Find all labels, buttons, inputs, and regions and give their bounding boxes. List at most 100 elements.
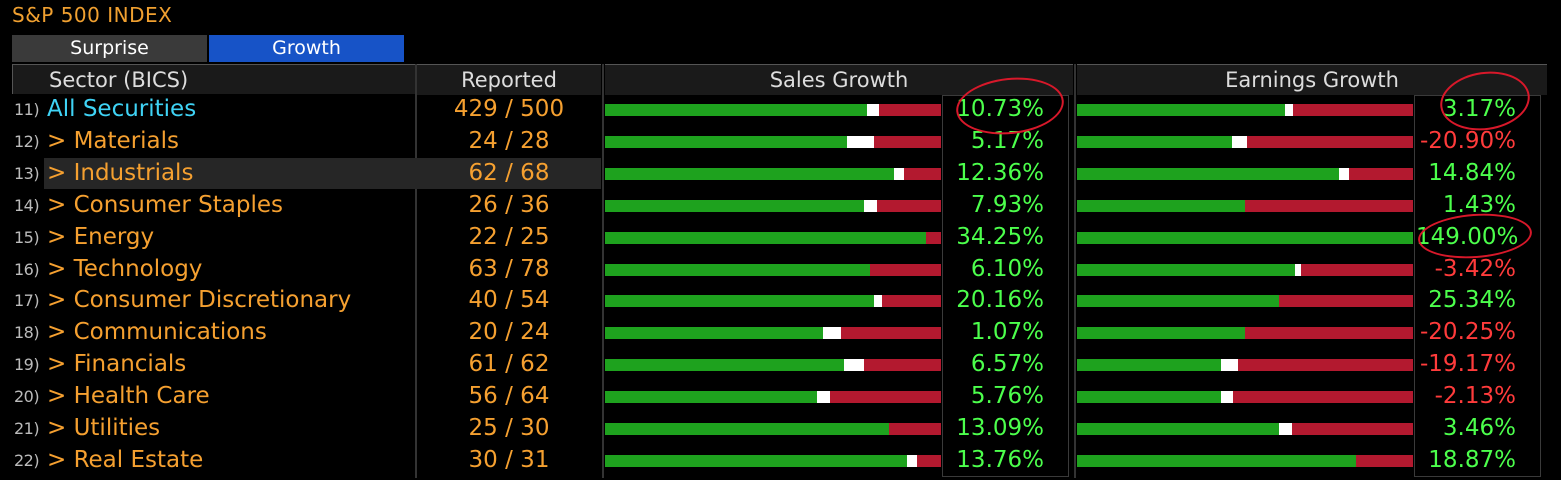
sales-growth-bar-fill <box>605 135 847 148</box>
table-row[interactable]: 11) All Securities 429 / 500 10.73% 3.17% <box>0 94 1561 126</box>
sales-value-column-frame <box>942 95 1069 477</box>
earnings-growth-bar <box>1077 104 1413 116</box>
earnings-growth-bar-marker <box>1285 104 1293 116</box>
sector-name[interactable]: > Communications <box>47 319 267 346</box>
sector-name[interactable]: > Consumer Discretionary <box>47 287 352 314</box>
sales-growth-bar-fill <box>605 423 889 435</box>
column-divider <box>602 64 604 478</box>
app-title: S&P 500 INDEX <box>12 3 173 27</box>
earnings-growth-bar-fill <box>1077 231 1413 244</box>
sales-growth-bar-fill <box>605 199 864 212</box>
earnings-growth-bar <box>1077 263 1413 276</box>
earnings-value-column-frame <box>1414 95 1541 477</box>
sector-name[interactable]: > Materials <box>47 127 180 154</box>
sector-name[interactable]: > Industrials <box>47 159 194 186</box>
row-number: 12) <box>14 131 40 151</box>
earnings-growth-bar <box>1077 359 1413 372</box>
reported-count: 24 / 28 <box>468 127 550 154</box>
tab-surprise[interactable]: Surprise <box>12 35 207 62</box>
table-row[interactable]: 19) > Financials 61 / 62 6.57% -19.17% <box>0 349 1561 381</box>
sales-growth-value: 5.76% <box>970 383 1044 410</box>
column-header-sector[interactable]: Sector (BICS) <box>12 64 415 94</box>
earnings-growth-bar-fill <box>1077 199 1245 212</box>
sales-growth-bar-fill <box>605 391 817 404</box>
sector-name[interactable]: > Energy <box>47 223 155 250</box>
sales-growth-bar-fill <box>605 231 926 244</box>
earnings-growth-value: 149.00% <box>1416 223 1519 250</box>
sales-growth-bar-marker <box>874 295 882 308</box>
table-row[interactable]: 21) > Utilities 25 / 30 13.09% 3.46% <box>0 413 1561 445</box>
sales-growth-bar <box>605 263 941 276</box>
table-row[interactable]: 14) > Consumer Staples 26 / 36 7.93% 1.43% <box>0 190 1561 222</box>
earnings-growth-value: -3.42% <box>1434 255 1516 282</box>
sales-growth-value: 6.10% <box>970 255 1044 282</box>
sales-growth-bar-fill <box>605 359 844 372</box>
row-number: 13) <box>14 163 40 183</box>
table-row[interactable]: 15) > Energy 22 / 25 34.25% 149.00% <box>0 222 1561 254</box>
earnings-growth-bar-fill <box>1077 263 1295 276</box>
sector-name[interactable]: > Real Estate <box>47 446 204 473</box>
table-row[interactable]: 20) > Health Care 56 / 64 5.76% -2.13% <box>0 381 1561 413</box>
table-row[interactable]: 22) > Real Estate 30 / 31 13.76% 18.87% <box>0 445 1561 477</box>
row-highlight <box>44 157 601 189</box>
table-row[interactable]: 16) > Technology 63 / 78 6.10% -3.42% <box>0 254 1561 286</box>
sales-growth-bar-fill <box>605 263 870 276</box>
reported-count: 30 / 31 <box>468 446 550 473</box>
sales-growth-bar <box>605 359 941 372</box>
sales-growth-bar-marker <box>907 454 917 467</box>
earnings-growth-value: -19.17% <box>1420 351 1516 378</box>
column-header-reported[interactable]: Reported <box>417 64 601 95</box>
earnings-growth-bar-fill <box>1077 454 1356 467</box>
row-number: 18) <box>14 323 40 343</box>
earnings-growth-bar <box>1077 231 1413 244</box>
sales-growth-bar <box>605 167 941 180</box>
sector-name[interactable]: > Consumer Staples <box>47 191 284 218</box>
table-row[interactable]: 17) > Consumer Discretionary 40 / 54 20.16%… <box>0 285 1561 317</box>
sales-growth-bar <box>605 231 941 244</box>
sector-name[interactable]: > Technology <box>47 255 203 282</box>
earnings-growth-value: -20.90% <box>1420 127 1516 154</box>
sales-growth-bar-fill <box>605 295 874 308</box>
reported-count: 62 / 68 <box>468 159 550 186</box>
earnings-growth-value: 18.87% <box>1428 446 1516 473</box>
sector-name[interactable]: > Utilities <box>47 415 161 441</box>
row-number: 17) <box>14 291 40 311</box>
reported-count: 40 / 54 <box>468 287 550 314</box>
sales-growth-bar <box>605 104 941 116</box>
sector-name[interactable]: > Health Care <box>47 383 210 410</box>
sales-growth-bar-marker <box>823 327 841 340</box>
earnings-growth-bar-marker <box>1339 167 1349 180</box>
earnings-growth-bar-marker <box>1279 423 1292 435</box>
sector-name[interactable]: > Financials <box>47 351 187 378</box>
table-row[interactable]: 18) > Communications 20 / 24 1.07% -20.25% <box>0 317 1561 349</box>
earnings-growth-bar <box>1077 327 1413 340</box>
reported-count: 429 / 500 <box>453 96 565 122</box>
reported-count: 25 / 30 <box>468 415 550 441</box>
earnings-growth-bar <box>1077 295 1413 308</box>
sales-growth-bar-fill <box>605 167 894 180</box>
earnings-growth-bar-marker <box>1232 135 1247 148</box>
earnings-growth-value: 3.46% <box>1442 415 1516 441</box>
reported-count: 61 / 62 <box>468 351 550 378</box>
sales-growth-value: 7.93% <box>970 191 1044 218</box>
earnings-growth-bar-fill <box>1077 327 1245 340</box>
sector-name[interactable]: All Securities <box>47 96 197 122</box>
table-row[interactable]: 13) > Industrials 62 / 68 12.36% 14.84% <box>0 157 1561 190</box>
row-number: 22) <box>14 450 40 470</box>
earnings-growth-bar <box>1077 167 1413 180</box>
column-header-earnings-growth[interactable]: Earnings Growth <box>1077 64 1547 95</box>
sales-growth-bar-fill <box>605 454 907 467</box>
column-divider <box>415 64 417 478</box>
sales-growth-value: 12.36% <box>956 159 1044 186</box>
sales-growth-value: 1.07% <box>970 319 1044 346</box>
earnings-growth-bar-fill <box>1077 104 1285 116</box>
column-header-sales-growth[interactable]: Sales Growth <box>605 64 1073 95</box>
tab-growth[interactable]: Growth <box>209 35 404 62</box>
table-row[interactable]: 12) > Materials 24 / 28 5.17% -20.90% <box>0 126 1561 158</box>
row-number: 21) <box>14 419 40 438</box>
sales-growth-bar-fill <box>605 104 867 116</box>
earnings-growth-bar-fill <box>1077 359 1221 372</box>
row-number: 16) <box>14 259 40 279</box>
sales-growth-value: 10.73% <box>956 96 1044 122</box>
sales-growth-value: 13.09% <box>956 415 1044 441</box>
